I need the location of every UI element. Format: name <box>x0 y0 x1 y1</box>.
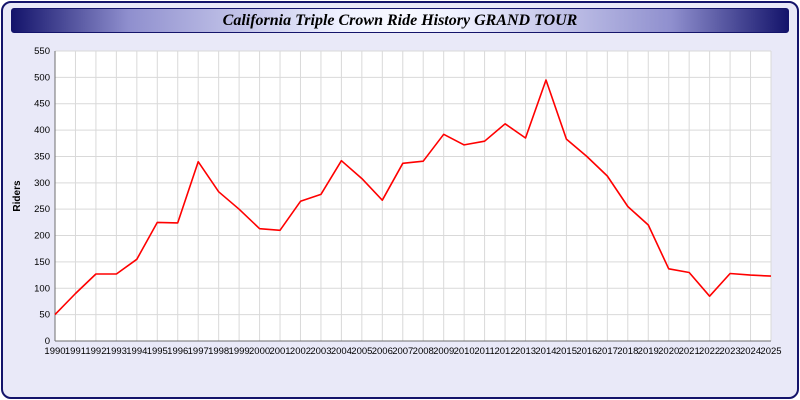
svg-text:2011: 2011 <box>474 346 494 357</box>
svg-text:2024: 2024 <box>740 346 761 357</box>
svg-text:400: 400 <box>34 125 50 136</box>
svg-text:1999: 1999 <box>229 346 250 357</box>
svg-text:2025: 2025 <box>760 346 781 357</box>
chart-panel: 0 50 100 150 200 250 300 350 400 450 500 550 1990 199… <box>9 39 791 396</box>
svg-text:250: 250 <box>34 204 50 215</box>
svg-text:1993: 1993 <box>106 346 127 357</box>
svg-text:2020: 2020 <box>658 346 679 357</box>
svg-text:200: 200 <box>34 231 50 242</box>
svg-text:2014: 2014 <box>535 346 556 357</box>
svg-text:2006: 2006 <box>372 346 393 357</box>
svg-text:500: 500 <box>34 72 50 83</box>
svg-text:150: 150 <box>34 257 50 268</box>
svg-text:2022: 2022 <box>699 346 720 357</box>
svg-text:2003: 2003 <box>310 346 331 357</box>
svg-text:2010: 2010 <box>454 346 475 357</box>
svg-text:550: 550 <box>34 46 50 57</box>
svg-text:2012: 2012 <box>494 346 515 357</box>
svg-text:2013: 2013 <box>515 346 536 357</box>
svg-text:1994: 1994 <box>126 346 147 357</box>
svg-text:1991: 1991 <box>65 346 86 357</box>
svg-text:2015: 2015 <box>556 346 577 357</box>
svg-text:2001: 2001 <box>269 346 290 357</box>
svg-text:2004: 2004 <box>331 346 352 357</box>
axes <box>54 51 771 342</box>
x-axis-tick-labels: 1990 1991 1992 1993 1994 1995 1996 1997 1998 1999… <box>44 346 781 357</box>
svg-text:450: 450 <box>34 99 50 110</box>
svg-text:2021: 2021 <box>679 346 700 357</box>
svg-text:100: 100 <box>34 283 50 294</box>
svg-text:50: 50 <box>39 310 50 321</box>
svg-text:2023: 2023 <box>720 346 741 357</box>
title-bar: California Triple Crown Ride History GRA… <box>11 8 789 33</box>
svg-text:2002: 2002 <box>290 346 311 357</box>
riders-series-line <box>54 79 772 316</box>
svg-text:2005: 2005 <box>351 346 372 357</box>
svg-text:2018: 2018 <box>617 346 638 357</box>
svg-text:2016: 2016 <box>576 346 597 357</box>
y-axis-tick-labels: 0 50 100 150 200 250 300 350 400 450 500 550 <box>34 46 50 347</box>
svg-text:1992: 1992 <box>85 346 106 357</box>
y-axis-label: Riders <box>12 180 23 212</box>
svg-text:1996: 1996 <box>167 346 188 357</box>
svg-text:350: 350 <box>34 151 50 162</box>
svg-text:2000: 2000 <box>249 346 270 357</box>
svg-text:1990: 1990 <box>44 346 65 357</box>
svg-text:0: 0 <box>45 336 50 347</box>
plot-background <box>55 51 771 341</box>
svg-text:2019: 2019 <box>638 346 659 357</box>
svg-text:300: 300 <box>34 178 50 189</box>
svg-text:2007: 2007 <box>392 346 413 357</box>
svg-text:1997: 1997 <box>188 346 209 357</box>
svg-text:1995: 1995 <box>147 346 168 357</box>
svg-text:2009: 2009 <box>433 346 454 357</box>
chart-title: California Triple Crown Ride History GRA… <box>222 11 578 29</box>
svg-text:1998: 1998 <box>208 346 229 357</box>
svg-text:2017: 2017 <box>597 346 618 357</box>
svg-text:2008: 2008 <box>413 346 434 357</box>
